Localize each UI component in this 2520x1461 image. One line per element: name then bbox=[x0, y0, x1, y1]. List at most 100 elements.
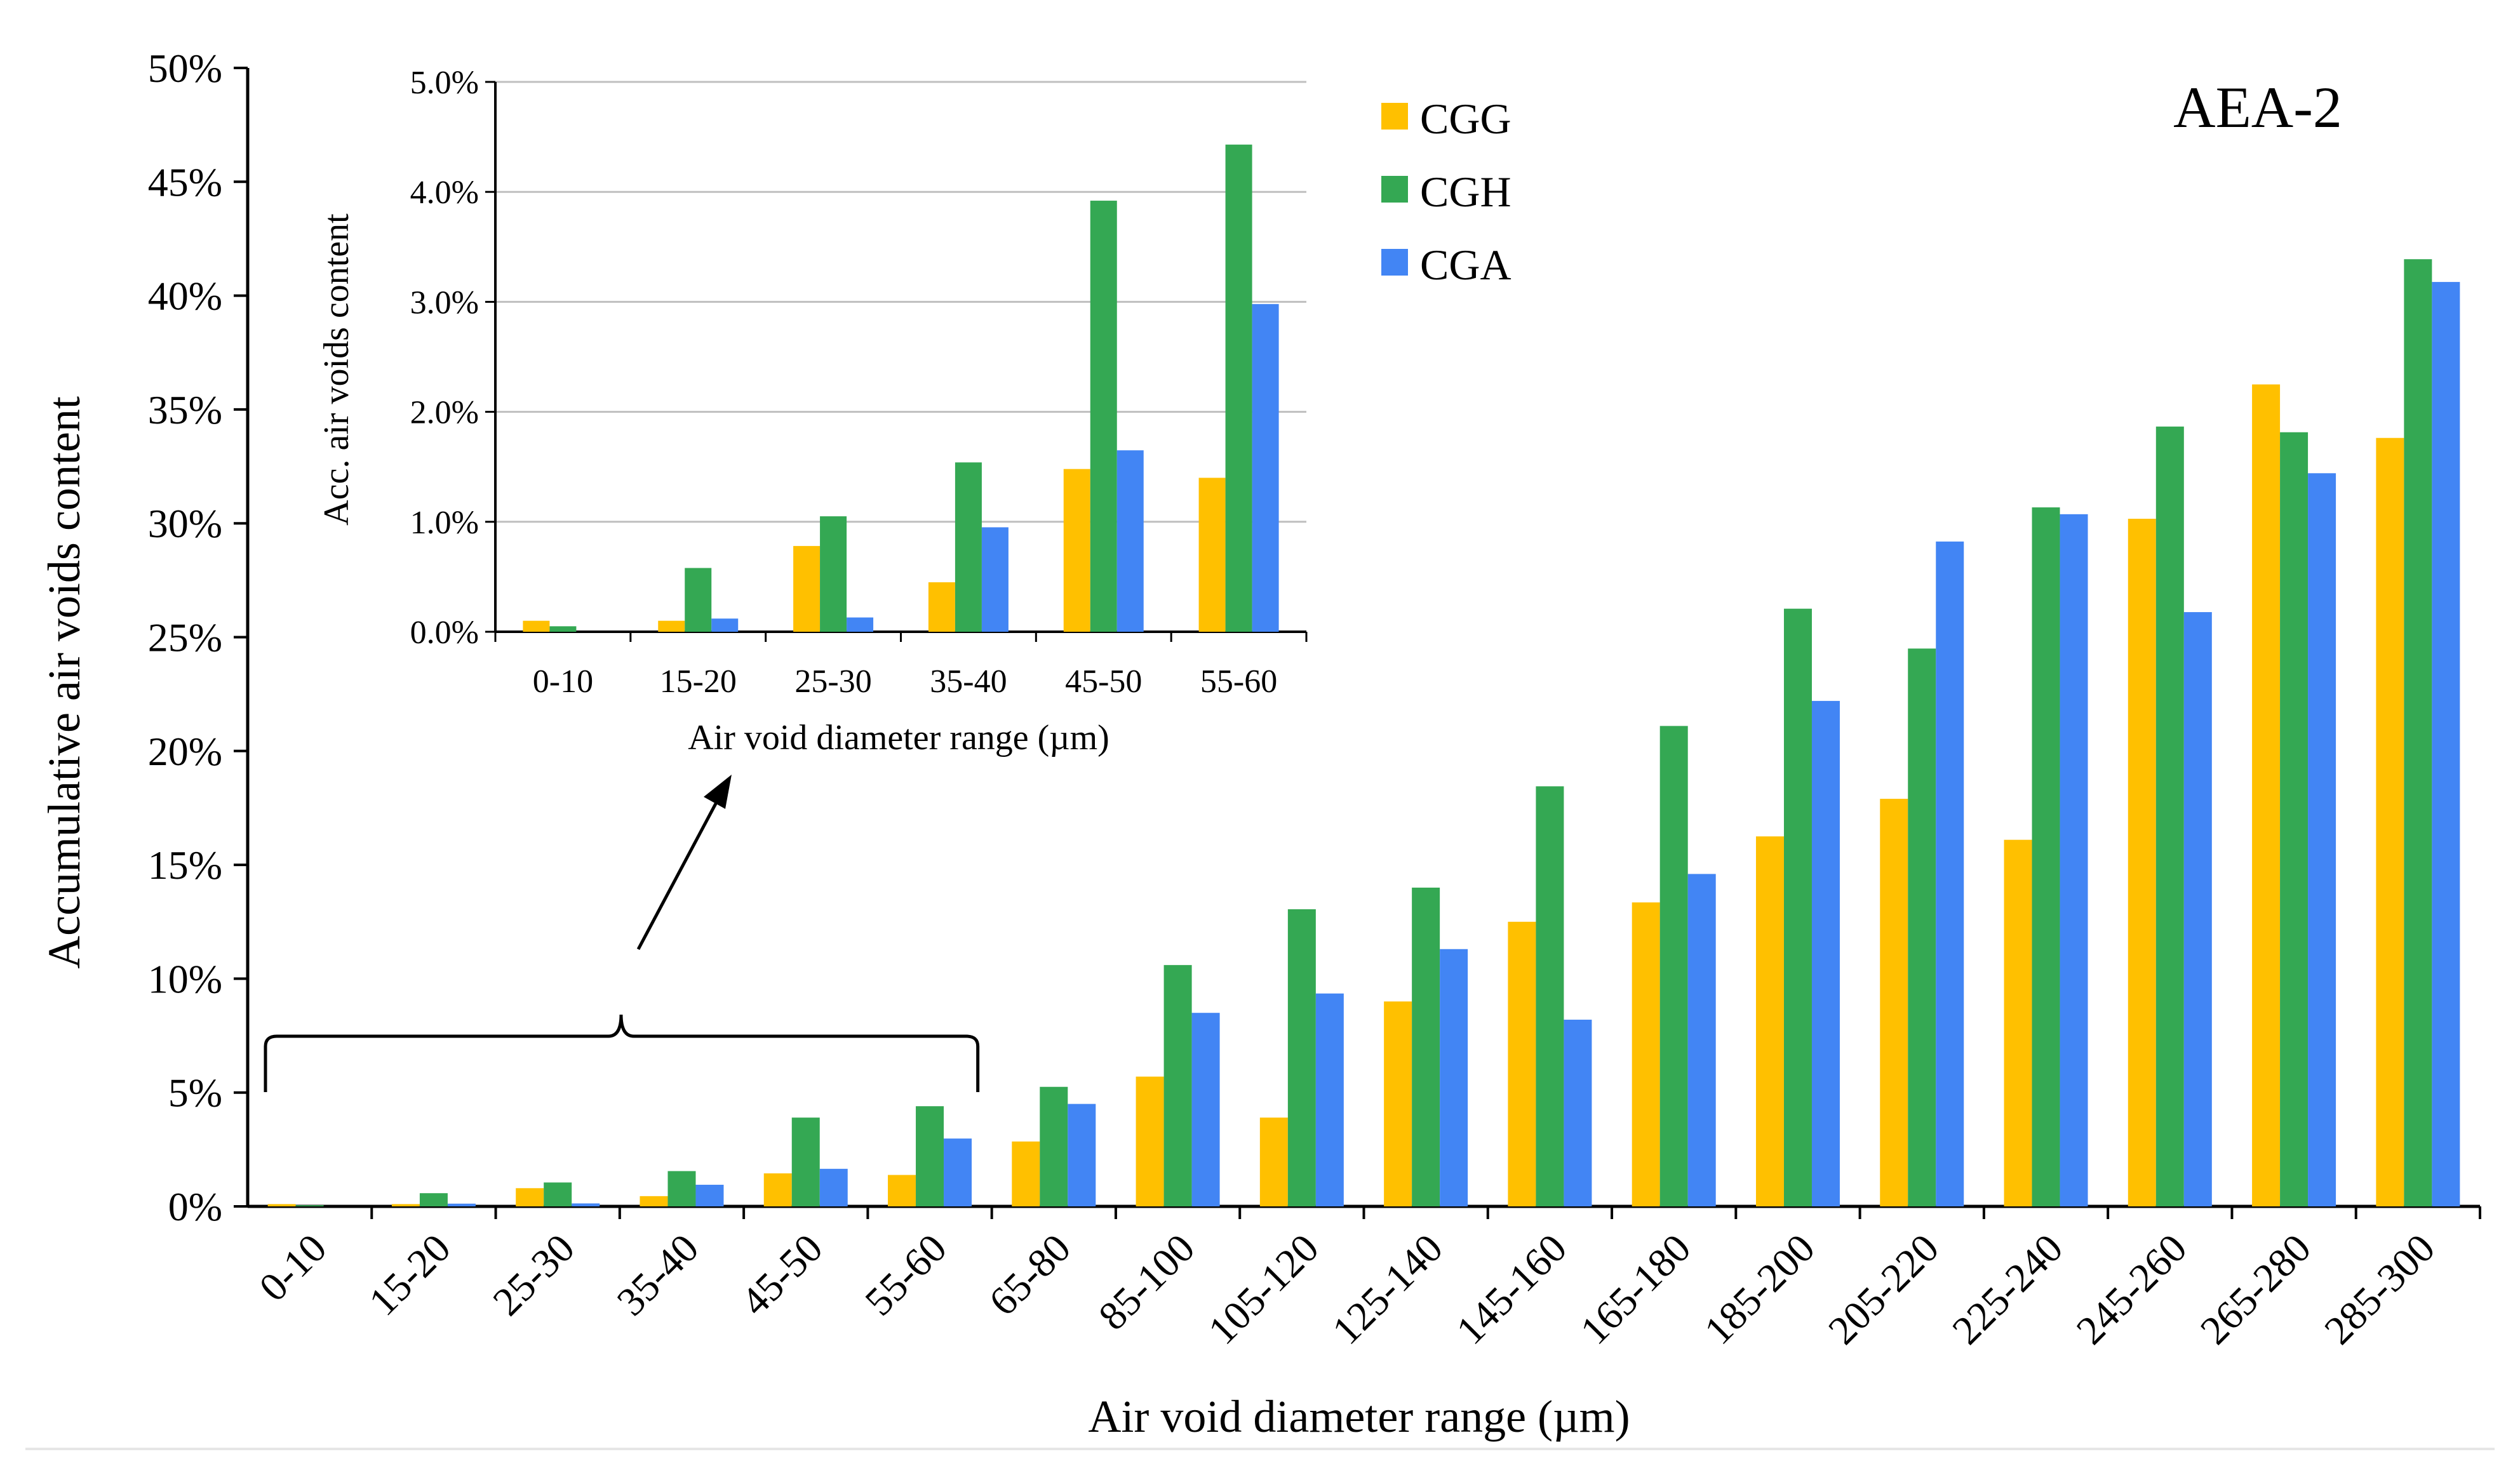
main-bar-cga bbox=[1936, 541, 1964, 1207]
main-y-tick-label: 35% bbox=[148, 387, 222, 432]
inset-bar-cgh bbox=[685, 568, 712, 632]
main-bar-cgg bbox=[888, 1175, 916, 1206]
main-y-tick-label: 10% bbox=[148, 956, 222, 1001]
main-bar-cga bbox=[1315, 993, 1344, 1206]
main-bar-cgh bbox=[2280, 432, 2309, 1206]
main-bar-cga bbox=[1687, 874, 1716, 1206]
main-bar-cgg bbox=[1632, 902, 1660, 1206]
main-bar-cgg bbox=[1259, 1117, 1288, 1206]
main-chart: 0% 5% 10% 15% 20% 25% 30% 35% 40% 45% 50% 0-10 15-20… bbox=[39, 46, 2481, 1442]
inset-bar-cga bbox=[1252, 304, 1279, 632]
main-bar-cgg bbox=[2004, 839, 2032, 1206]
main-bar-cga bbox=[1811, 700, 1840, 1206]
inset-y-axis-title: Acc. air voids content bbox=[317, 213, 356, 526]
legend: CGG CGH CGA bbox=[1381, 95, 1511, 289]
inset-bar-cgg bbox=[1198, 477, 1226, 632]
main-bar-cga bbox=[1440, 949, 1468, 1206]
main-bar-cgh bbox=[419, 1193, 448, 1206]
main-x-tick-label: 125-140 bbox=[1324, 1225, 1451, 1353]
inset-x-axis-title: Air void diameter range (µm) bbox=[688, 718, 1109, 757]
main-bar-cga bbox=[1191, 1013, 1220, 1206]
main-bar-cgh bbox=[1908, 648, 1936, 1206]
main-bar-cgh bbox=[791, 1117, 820, 1206]
inset-y-tick-label: 2.0% bbox=[410, 395, 479, 431]
inset-bar-cgh bbox=[1225, 144, 1252, 632]
zoom-arrow-line bbox=[636, 799, 720, 951]
inset-bar-cgg bbox=[1063, 469, 1090, 632]
main-bar-cgh bbox=[2155, 426, 2184, 1207]
main-bar-cga bbox=[572, 1203, 600, 1206]
inset-bar-cgg bbox=[793, 545, 821, 632]
main-y-tick-label: 5% bbox=[168, 1071, 222, 1116]
inset-bar-cgg bbox=[928, 582, 955, 632]
main-bar-cgg bbox=[267, 1204, 296, 1206]
main-x-tick-label: 265-280 bbox=[2192, 1225, 2319, 1353]
inset-x-tick-label: 55-60 bbox=[1200, 664, 1277, 700]
inset-y-tick-label: 5.0% bbox=[410, 65, 479, 101]
main-y-tick-label: 50% bbox=[148, 46, 222, 91]
main-bar-cgh bbox=[1659, 726, 1688, 1206]
main-bar-cgh bbox=[2404, 259, 2432, 1206]
main-bar-cgh bbox=[667, 1171, 696, 1206]
inset-x-tick-label: 0-10 bbox=[533, 664, 593, 700]
main-bar-cgh bbox=[916, 1106, 944, 1206]
main-bar-cgh bbox=[295, 1205, 324, 1206]
main-y-tick-label: 20% bbox=[148, 729, 222, 774]
main-x-tick-label: 205-220 bbox=[1820, 1225, 1947, 1353]
main-bar-cga bbox=[1068, 1104, 1096, 1206]
legend-swatch-cga bbox=[1381, 249, 1408, 276]
main-bar-cgh bbox=[1287, 909, 1316, 1206]
main-y-tick-label: 45% bbox=[148, 159, 222, 204]
inset-chart: 0.0% 1.0% 2.0% 3.0% 4.0% 5.0% 0-10 15-20 25-30 35… bbox=[317, 65, 1308, 757]
main-y-tick-label: 15% bbox=[148, 843, 222, 888]
inset-x-tick-label: 45-50 bbox=[1065, 664, 1142, 700]
inset-bar-cgg bbox=[658, 620, 685, 632]
legend-swatch-cgg bbox=[1381, 103, 1408, 130]
main-bar-cgg bbox=[1880, 799, 1908, 1206]
main-x-tick-label: 185-200 bbox=[1696, 1225, 1823, 1353]
main-bar-cgh bbox=[544, 1182, 572, 1206]
legend-label-cgh: CGH bbox=[1420, 168, 1511, 216]
main-bar-cga bbox=[2432, 282, 2460, 1207]
main-bar-cgg bbox=[1755, 836, 1784, 1206]
inset-bar-cgh bbox=[1090, 201, 1117, 632]
legend-label-cga: CGA bbox=[1420, 241, 1511, 289]
legend-label-cgg: CGG bbox=[1420, 95, 1511, 143]
chart-tag: AEA-2 bbox=[2173, 75, 2342, 140]
main-bar-cgh bbox=[2032, 507, 2060, 1206]
main-bar-cga bbox=[2308, 473, 2336, 1206]
main-x-axis-title: Air void diameter range (µm) bbox=[1088, 1391, 1630, 1442]
inset-bar-cgg bbox=[523, 620, 550, 632]
main-x-tick-label: 25-30 bbox=[484, 1225, 583, 1324]
main-bar-cgh bbox=[1163, 964, 1192, 1206]
main-x-tick-label: 15-20 bbox=[360, 1225, 459, 1324]
main-bar-cgg bbox=[1508, 921, 1536, 1206]
main-y-axis-title: Accumulative air voids content bbox=[39, 396, 90, 969]
inset-bar-cgh bbox=[820, 516, 847, 632]
main-bar-cgh bbox=[1536, 786, 1564, 1206]
inset-bar-cgh bbox=[955, 462, 982, 632]
main-x-tick-label: 85-100 bbox=[1090, 1225, 1203, 1338]
main-bar-cgh bbox=[1412, 887, 1440, 1206]
inset-x-tick-label: 25-30 bbox=[794, 664, 871, 700]
main-bar-cga bbox=[2060, 514, 2088, 1207]
legend-swatch-cgh bbox=[1381, 176, 1408, 203]
main-y-tick-label: 0% bbox=[168, 1184, 222, 1229]
main-x-tick-label: 165-180 bbox=[1572, 1225, 1699, 1353]
main-x-tick-label: 45-50 bbox=[732, 1225, 831, 1324]
main-bar-cgg bbox=[2252, 384, 2281, 1206]
main-bar-cgg bbox=[2128, 519, 2156, 1206]
inset-bar-cga bbox=[981, 527, 1009, 632]
main-bar-cgg bbox=[1012, 1141, 1040, 1206]
main-bar-cgg bbox=[2376, 437, 2404, 1206]
main-bar-cgh bbox=[1783, 608, 1812, 1206]
inset-bar-cga bbox=[1116, 450, 1144, 632]
main-y-tick-label: 40% bbox=[148, 274, 222, 319]
main-x-tick-label: 55-60 bbox=[856, 1225, 955, 1324]
main-bar-cgg bbox=[516, 1188, 544, 1206]
inset-bar-cga bbox=[847, 617, 874, 632]
inset-x-tick-label: 35-40 bbox=[930, 664, 1007, 700]
main-bar-cga bbox=[944, 1138, 972, 1206]
